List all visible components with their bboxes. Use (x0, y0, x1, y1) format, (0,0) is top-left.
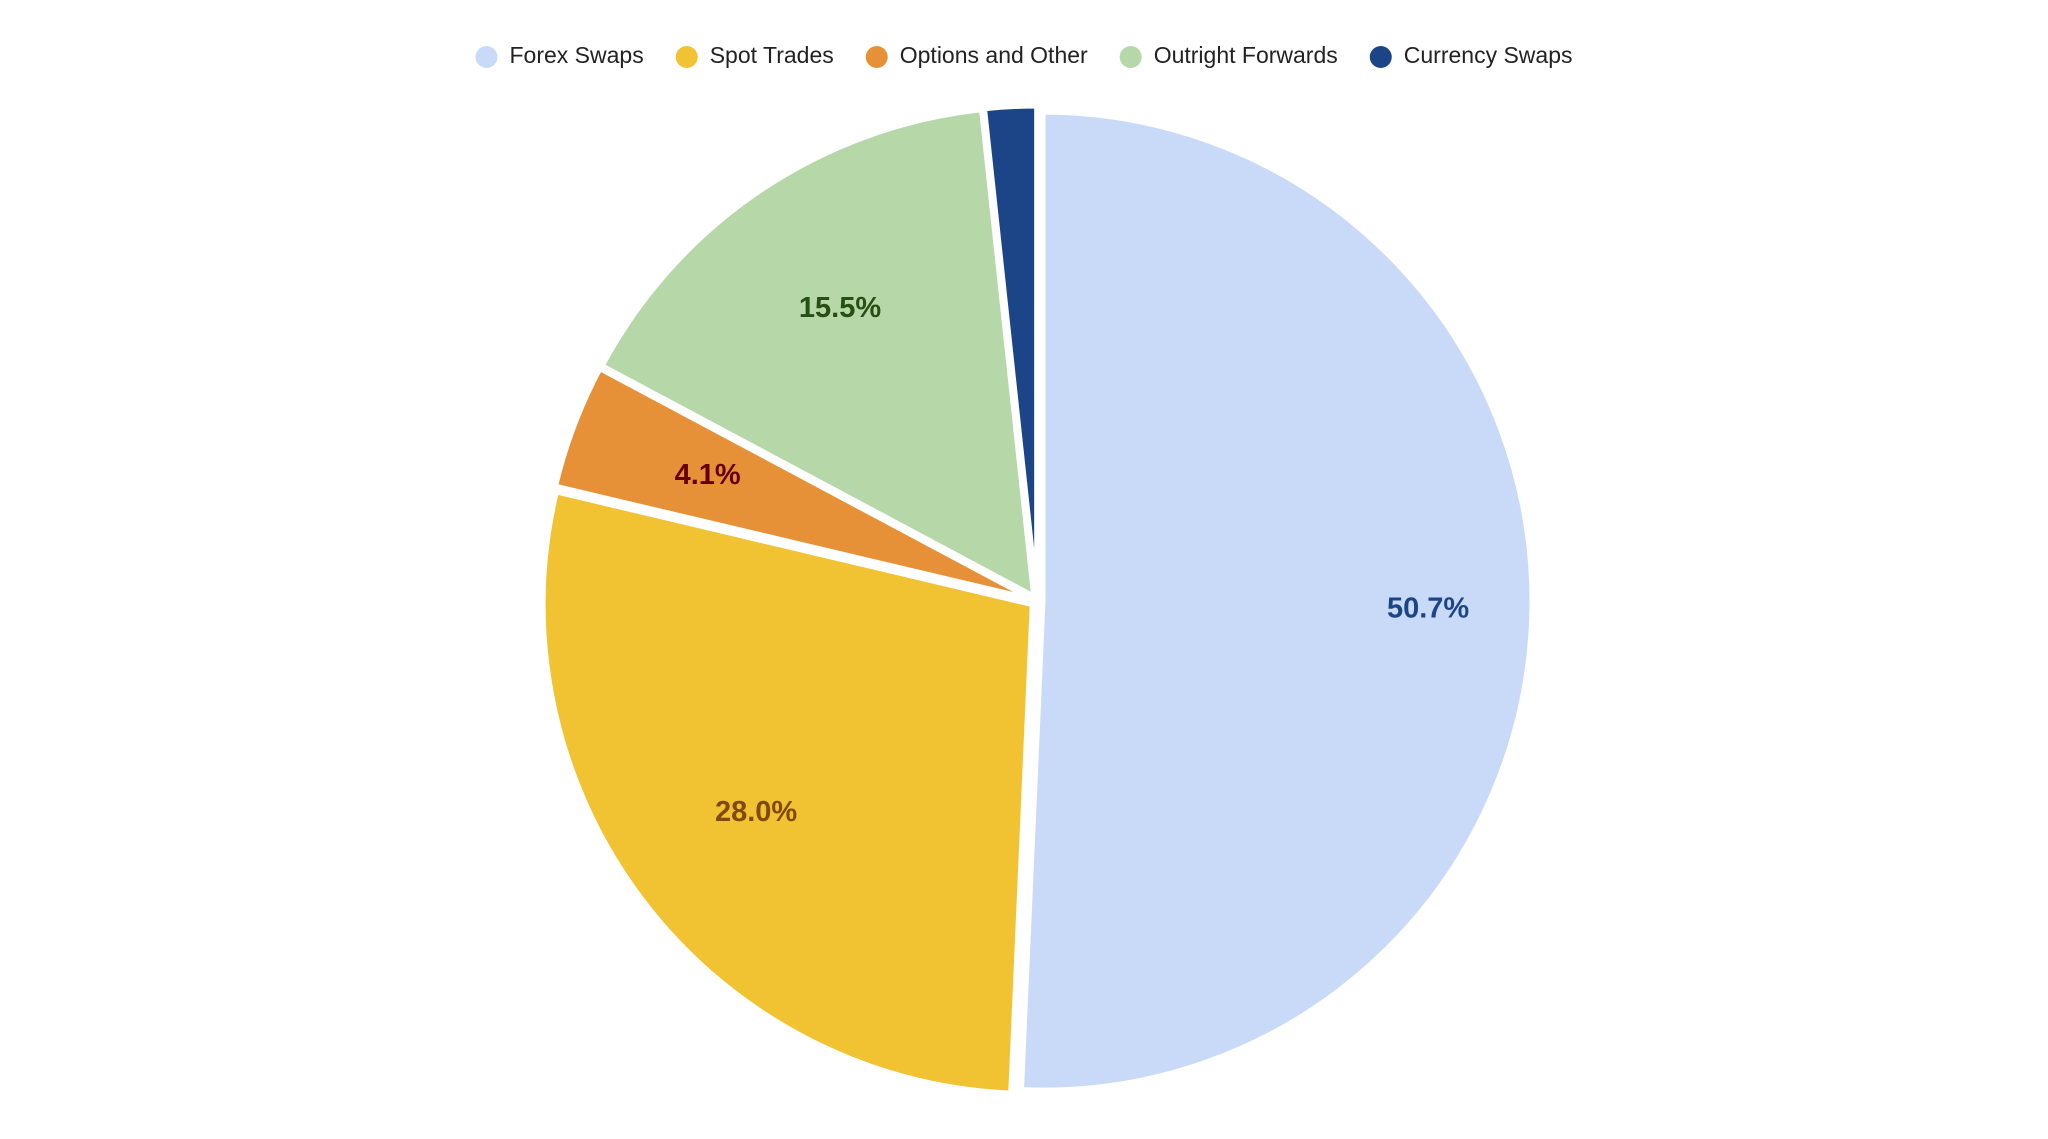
legend-label: Forex Swaps (510, 42, 644, 68)
pie-slice (552, 365, 1033, 602)
legend-marker (675, 46, 698, 68)
legend-marker (865, 46, 888, 68)
legend-marker (1369, 46, 1392, 68)
pie-slice (598, 107, 1037, 601)
legend: Forex Swaps Spot Trades Options and Other O… (475, 42, 1573, 68)
pie-slice (981, 103, 1040, 596)
slice-label: 28.0% (715, 796, 797, 828)
pie-slice (540, 488, 1035, 1096)
pie-slice (1018, 109, 1535, 1093)
slice-label: 4.1% (675, 459, 741, 491)
legend-marker (475, 46, 498, 68)
legend-label: Outright Forwards (1154, 42, 1338, 68)
legend-label: Spot Trades (710, 42, 834, 68)
legend-label: Options and Other (900, 42, 1088, 68)
pie (540, 103, 1535, 1096)
legend-marker (1119, 46, 1142, 68)
slice-label: 15.5% (799, 292, 881, 324)
legend-label: Currency Swaps (1404, 42, 1573, 68)
slice-label: 50.7% (1387, 592, 1469, 624)
slice-labels: 50.7% 28.0% 4.1% 15.5% (675, 292, 1470, 828)
